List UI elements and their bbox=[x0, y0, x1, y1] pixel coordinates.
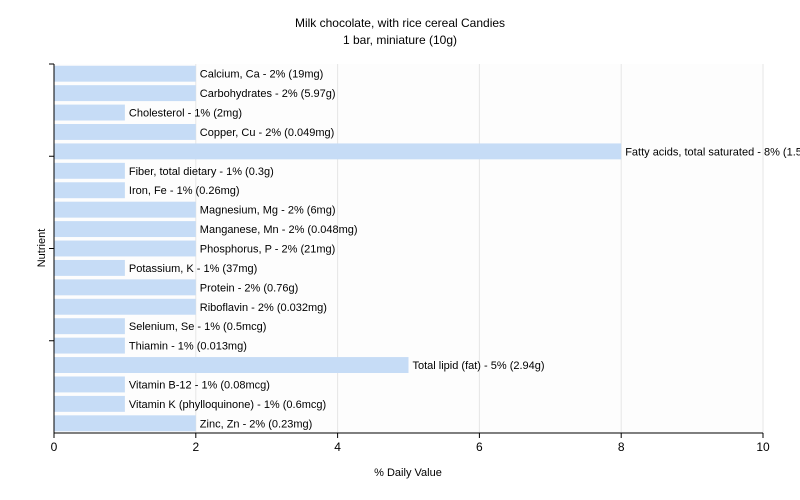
bar-label-12: Riboflavin - 2% (0.032mg) bbox=[200, 302, 327, 314]
bar-16 bbox=[54, 376, 125, 393]
bar-label-9: Phosphorus, P - 2% (21mg) bbox=[200, 244, 336, 256]
bar-1 bbox=[54, 85, 196, 102]
plot-area: Calcium, Ca - 2% (19mg) Carbohydrates - 2… bbox=[49, 63, 800, 454]
bar-label-5: Fiber, total dietary - 1% (0.3g) bbox=[129, 166, 274, 178]
bar-11 bbox=[54, 279, 196, 296]
bar-5 bbox=[54, 162, 125, 179]
bar-12 bbox=[54, 298, 196, 315]
x-tick-label-5: 10 bbox=[756, 440, 770, 454]
bar-6 bbox=[54, 182, 125, 199]
bar-label-13: Selenium, Se - 1% (0.5mcg) bbox=[129, 321, 267, 333]
bar-label-18: Zinc, Zn - 2% (0.23mg) bbox=[200, 418, 312, 430]
bar-17 bbox=[54, 395, 125, 412]
bar-10 bbox=[54, 259, 125, 276]
bar-14 bbox=[54, 337, 125, 354]
bar-label-1: Carbohydrates - 2% (5.97g) bbox=[200, 88, 336, 100]
x-tick-label-3: 6 bbox=[476, 440, 483, 454]
bar-label-0: Calcium, Ca - 2% (19mg) bbox=[200, 69, 323, 81]
bar-9 bbox=[54, 240, 196, 257]
bar-label-6: Iron, Fe - 1% (0.26mg) bbox=[129, 185, 240, 197]
bar-4 bbox=[54, 143, 622, 160]
bar-label-10: Potassium, K - 1% (37mg) bbox=[129, 263, 257, 275]
x-tick-label-0: 0 bbox=[51, 440, 58, 454]
bar-label-16: Vitamin B-12 - 1% (0.08mcg) bbox=[129, 379, 270, 391]
bar-label-15: Total lipid (fat) - 5% (2.94g) bbox=[413, 360, 545, 372]
x-axis-title: % Daily Value bbox=[374, 467, 442, 479]
x-tick-label-2: 4 bbox=[334, 440, 341, 454]
bar-18 bbox=[54, 415, 196, 432]
bar-7 bbox=[54, 201, 196, 218]
bar-label-14: Thiamin - 1% (0.013mg) bbox=[129, 341, 247, 353]
bar-label-7: Magnesium, Mg - 2% (6mg) bbox=[200, 205, 336, 217]
bar-0 bbox=[54, 65, 196, 82]
bar-label-17: Vitamin K (phylloquinone) - 1% (0.6mcg) bbox=[129, 399, 326, 411]
y-axis-title: Nutrient bbox=[36, 229, 48, 268]
bar-2 bbox=[54, 104, 125, 121]
chart-subtitle: 1 bar, miniature (10g) bbox=[343, 33, 457, 47]
bar-15 bbox=[54, 357, 409, 373]
bar-label-4: Fatty acids, total saturated - 8% (1.589… bbox=[625, 146, 800, 158]
bar-13 bbox=[54, 318, 125, 335]
bar-label-2: Cholesterol - 1% (2mg) bbox=[129, 108, 242, 120]
bar-8 bbox=[54, 221, 196, 238]
bar-3 bbox=[54, 124, 196, 140]
chart-title: Milk chocolate, with rice cereal Candies bbox=[295, 16, 505, 30]
bar-label-3: Copper, Cu - 2% (0.049mg) bbox=[200, 127, 335, 139]
bar-label-11: Protein - 2% (0.76g) bbox=[200, 282, 298, 294]
x-tick-label-4: 8 bbox=[618, 440, 625, 454]
x-tick-label-1: 2 bbox=[192, 440, 199, 454]
bar-label-8: Manganese, Mn - 2% (0.048mg) bbox=[200, 224, 358, 236]
